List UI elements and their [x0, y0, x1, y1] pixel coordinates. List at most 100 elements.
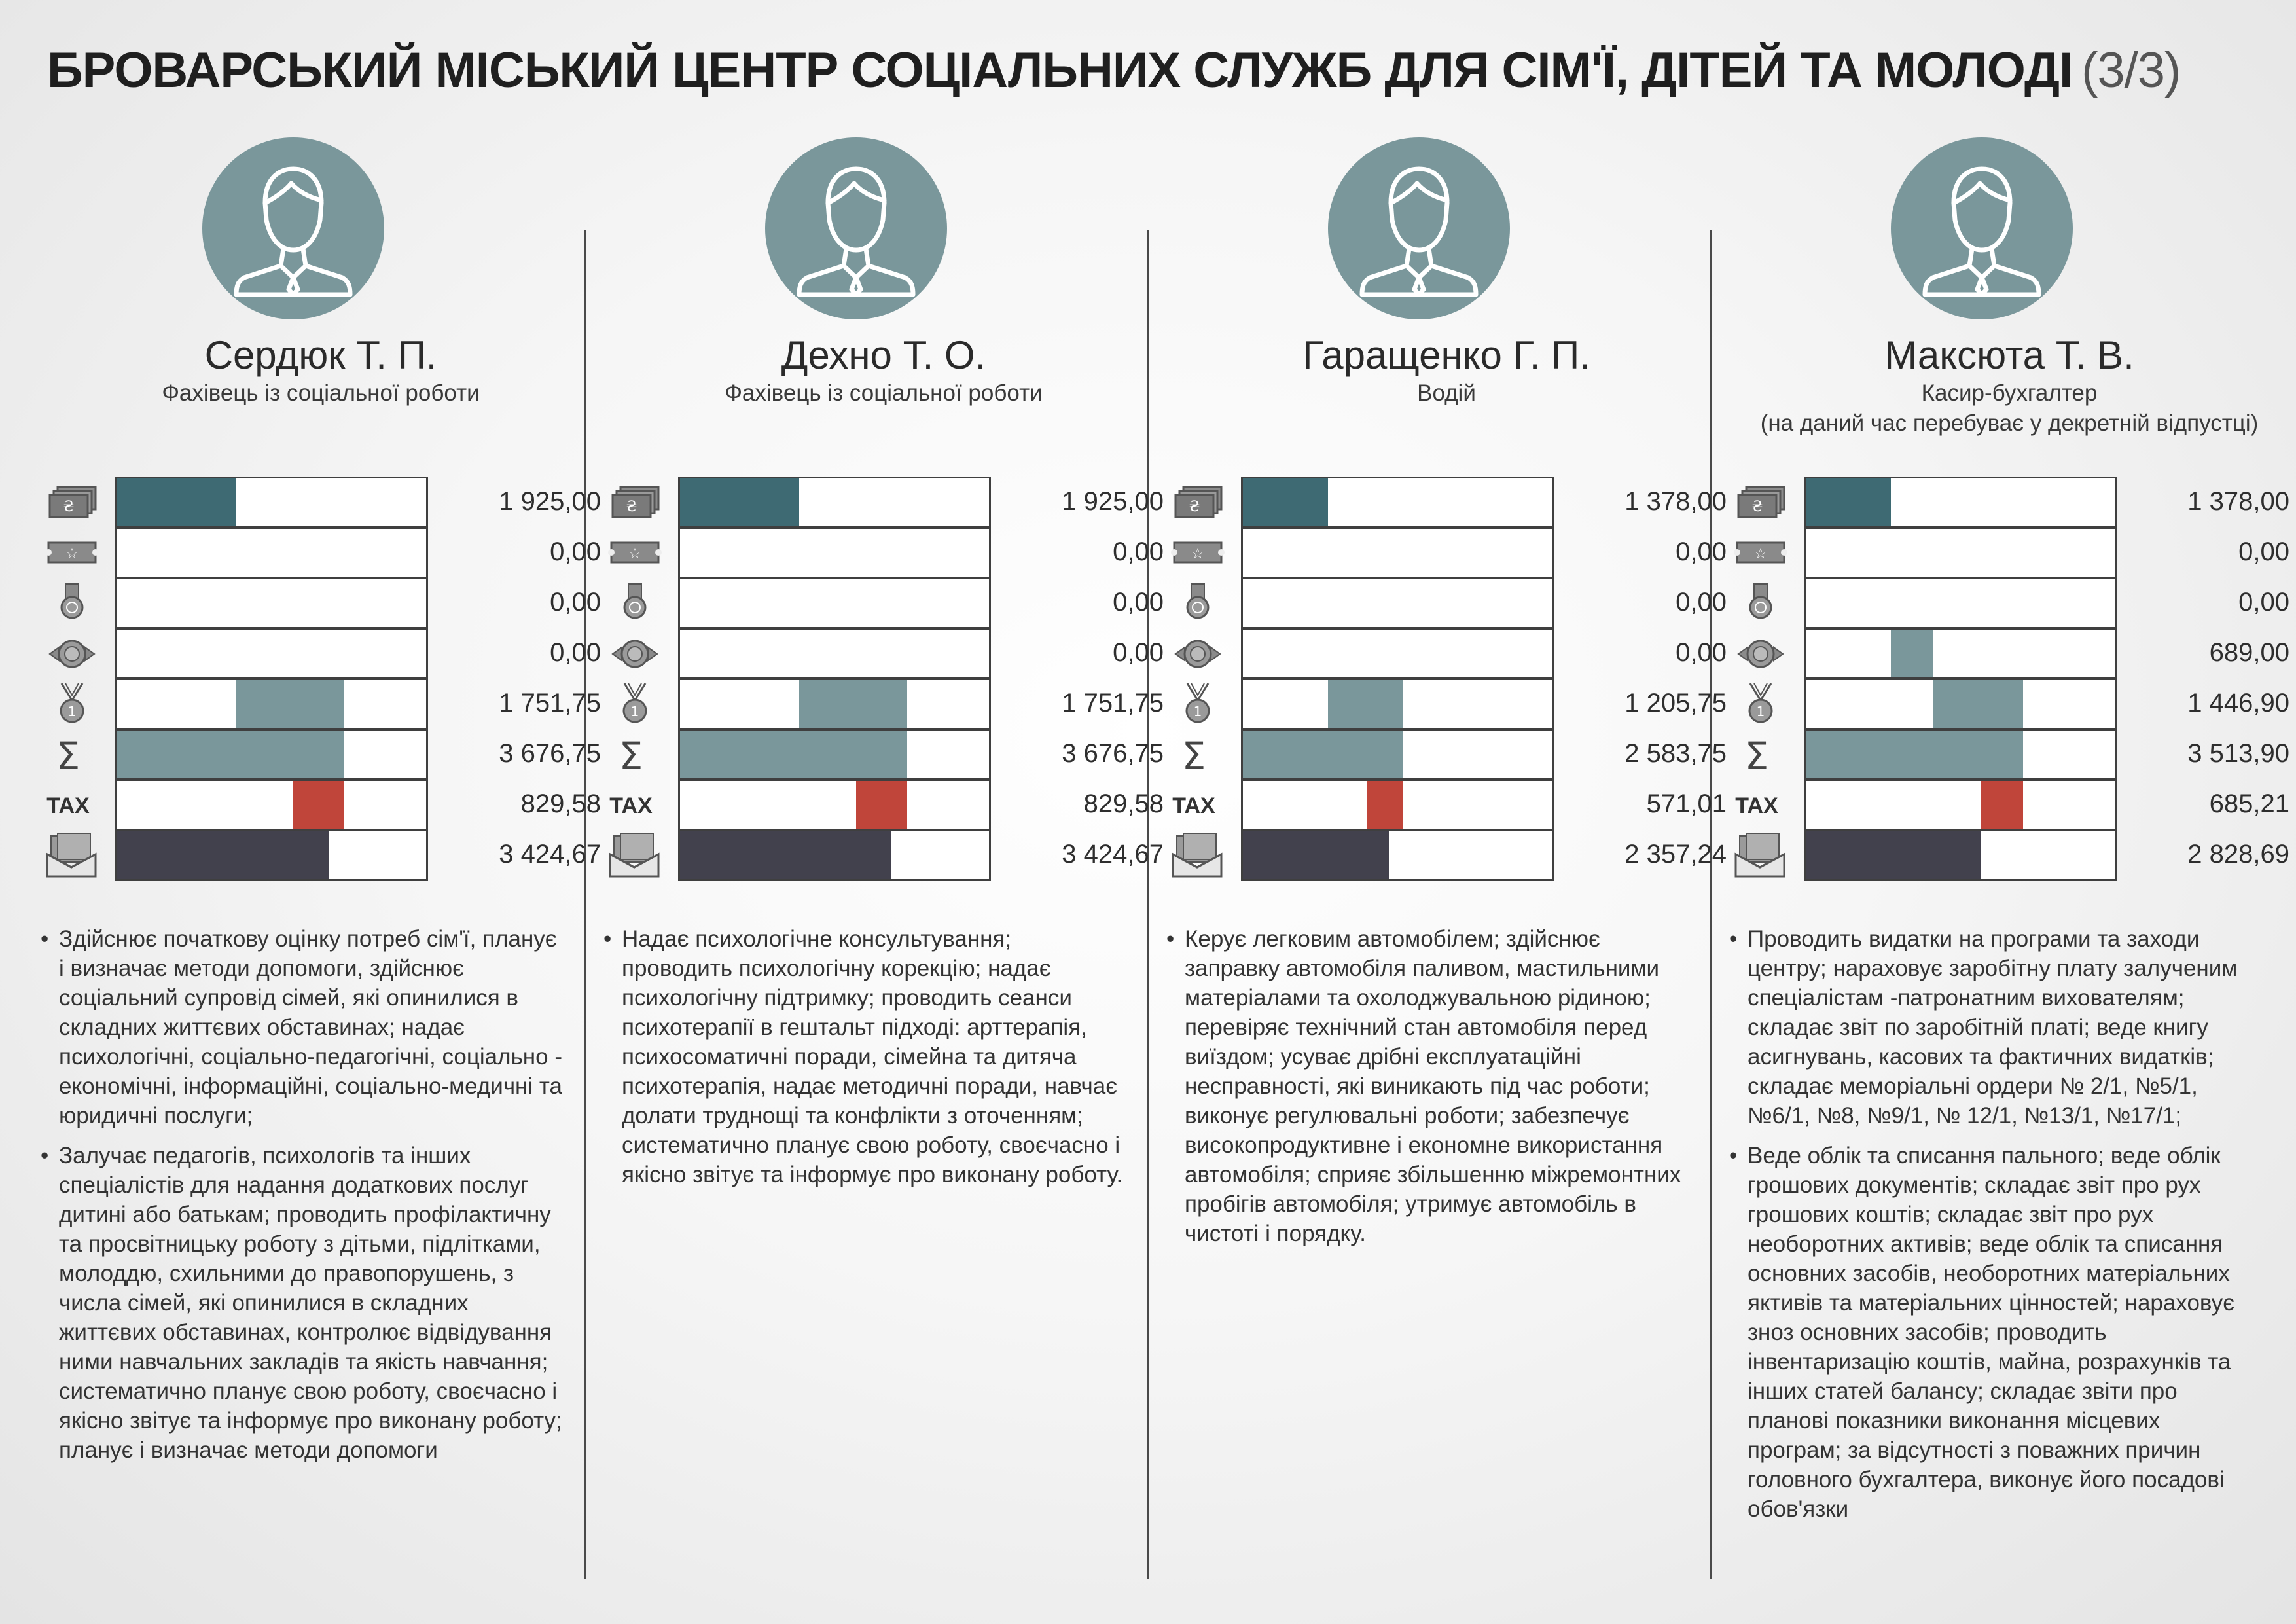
bar-track	[1804, 527, 2117, 579]
employee-role-line: Водій	[1417, 380, 1476, 406]
svg-text:TAX: TAX	[46, 793, 90, 818]
bar-track	[1241, 628, 1554, 679]
svg-text:1: 1	[1194, 704, 1202, 719]
bar-salary	[1806, 478, 1892, 526]
svg-text:₴: ₴	[626, 499, 637, 515]
chart-row: 3 424,67	[602, 829, 1165, 881]
value-label: 685,21	[2209, 789, 2289, 818]
chart-row: TAX 571,01	[1165, 779, 1728, 831]
salary-chart: ₴ 1 378,00 ☆ 0,00 0,00 0,00 1 1 205,75 Σ 2 583,75…	[1165, 477, 1728, 881]
chart-row: Σ 2 583,75	[1165, 729, 1728, 780]
value-label: 0,00	[550, 638, 601, 667]
medal-icon	[1165, 577, 1230, 628]
employee-name: Максюта Т. В.	[1884, 333, 2134, 377]
value-label: 3 676,75	[499, 739, 601, 768]
value-label: 1 925,00	[499, 487, 601, 516]
svg-text:1: 1	[68, 704, 77, 719]
salary-chart: ₴ 1 925,00 ☆ 0,00 0,00 0,00 1 1 751,75 Σ 3 676,75…	[39, 477, 602, 881]
duty-item: Веде облік та списання пального; веде об…	[1729, 1141, 2253, 1524]
premium-medal-icon: 1	[1165, 678, 1230, 729]
tax-icon: TAX	[39, 779, 105, 829]
chart-row: 689,00	[1728, 628, 2291, 679]
chart-row: Σ 3 676,75	[602, 729, 1165, 780]
value-label: 3 424,67	[499, 840, 601, 869]
value-label: 571,01	[1646, 789, 1727, 818]
value-label: 1 751,75	[499, 689, 601, 717]
salary-chart: ₴ 1 378,00 ☆ 0,00 0,00 689,00 1 1 446,90 Σ 3 513,…	[1728, 477, 2291, 881]
bar-track	[115, 477, 428, 528]
employee-column: Максюта Т. В. Касир-бухгалтер (на даний ча…	[1728, 0, 2291, 1624]
duties-list: Керує легковим автомобілем; здійснює зап…	[1166, 924, 1690, 1259]
svg-text:Σ: Σ	[1182, 734, 1206, 778]
duty-item: Здійснює початкову оцінку потреб сім'ї, …	[41, 924, 564, 1130]
duty-item: Проводить видатки на програми та заходи …	[1729, 924, 2253, 1130]
value-label: 0,00	[1113, 638, 1164, 667]
column-divider	[584, 230, 586, 1579]
bar-salary	[680, 478, 799, 526]
medal-icon	[602, 577, 668, 628]
chart-row: ₴ 1 925,00	[602, 477, 1165, 528]
svg-text:1: 1	[631, 704, 639, 719]
chart-row: Σ 3 676,75	[39, 729, 602, 780]
bar-sum	[680, 731, 908, 778]
bonus-ticket-icon: ☆	[602, 527, 668, 577]
chart-row: 3 424,67	[39, 829, 602, 881]
employee-column: Дехно Т. О. Фахівець із соціальної роботи…	[602, 0, 1165, 1624]
bar-bonus	[1933, 680, 2023, 728]
employee-role: Фахівець із соціальної роботи	[39, 378, 602, 408]
bar-track	[1804, 779, 2117, 831]
bar-sum	[1243, 731, 1403, 778]
value-label: 0,00	[1676, 638, 1727, 667]
value-label: 0,00	[550, 537, 601, 566]
page-title: БРОВАРСЬКИЙ МІСЬКИЙ ЦЕНТР СОЦІАЛЬНИХ СЛУ…	[47, 42, 2259, 99]
value-label: 689,00	[2209, 638, 2289, 667]
chart-row: 0,00	[602, 577, 1165, 629]
chart-row: 0,00	[39, 577, 602, 629]
employee-role-line: Фахівець із соціальної роботи	[725, 380, 1043, 406]
employee-name: Сердюк Т. П.	[204, 333, 437, 377]
chart-row: Σ 3 513,90	[1728, 729, 2291, 780]
chart-row: ₴ 1 378,00	[1728, 477, 2291, 528]
chart-row: 0,00	[1165, 577, 1728, 629]
chart-row: 0,00	[1165, 628, 1728, 679]
chart-row: TAX 829,58	[602, 779, 1165, 831]
award-badge-icon	[1165, 628, 1230, 678]
bar-track	[115, 829, 428, 881]
bar-track	[678, 678, 991, 730]
duties-list: Проводить видатки на програми та заходи …	[1729, 924, 2253, 1534]
svg-text:₴: ₴	[1189, 499, 1200, 515]
bar-track	[1241, 527, 1554, 579]
value-label: 0,00	[2238, 588, 2289, 617]
chart-row: ₴ 1 378,00	[1165, 477, 1728, 528]
duties-list: Надає психологічне консультування; прово…	[603, 924, 1127, 1200]
value-label: 0,00	[1676, 537, 1727, 566]
sum-icon: Σ	[1728, 729, 1793, 779]
bar-bonus	[798, 680, 908, 728]
person-avatar-icon	[202, 137, 384, 319]
bar-track	[115, 628, 428, 679]
bar-track	[1804, 829, 2117, 881]
value-label: 0,00	[1113, 588, 1164, 617]
chart-row: ☆ 0,00	[1728, 527, 2291, 579]
envelope-money-icon	[602, 829, 668, 880]
bar-bonus	[236, 680, 345, 728]
bar-track	[1804, 628, 2117, 679]
award-badge-icon	[602, 628, 668, 678]
page-title-text: БРОВАРСЬКИЙ МІСЬКИЙ ЦЕНТР СОЦІАЛЬНИХ СЛУ…	[47, 43, 2073, 98]
bar-track	[1804, 729, 2117, 780]
chart-row: ☆ 0,00	[602, 527, 1165, 579]
sum-icon: Σ	[602, 729, 668, 779]
medal-icon	[39, 577, 105, 628]
bar-track	[678, 527, 991, 579]
bar-track	[678, 729, 991, 780]
medal-icon	[1728, 577, 1793, 628]
employee-role-line: (на даний час перебуває у декретній відп…	[1760, 410, 2259, 436]
chart-row: 0,00	[39, 628, 602, 679]
svg-text:TAX: TAX	[1735, 793, 1778, 818]
person-avatar-icon	[1891, 137, 2073, 319]
employee-column: Гаращенко Г. П. Водій ₴ 1 378,00 ☆ 0,00 0,00 0,…	[1165, 0, 1728, 1624]
bar-track	[1241, 779, 1554, 831]
value-label: 2 583,75	[1624, 739, 1727, 768]
duty-item: Надає психологічне консультування; прово…	[603, 924, 1127, 1189]
svg-text:₴: ₴	[1751, 499, 1763, 515]
